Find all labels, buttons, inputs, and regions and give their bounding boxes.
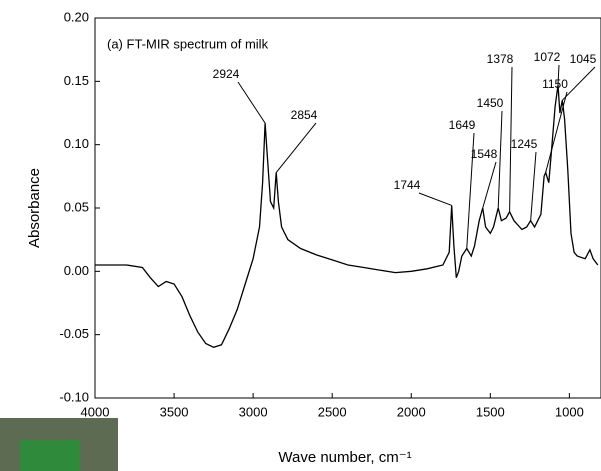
peak-label: 1548 bbox=[471, 147, 498, 161]
peak-label: 1649 bbox=[449, 118, 476, 132]
peak-label: 1450 bbox=[477, 96, 504, 110]
y-tick-label: 0.05 bbox=[64, 199, 89, 214]
x-tick-label: 3500 bbox=[160, 404, 189, 419]
peak-leader bbox=[497, 110, 503, 209]
peak-leader bbox=[545, 91, 568, 173]
x-tick-label: 4000 bbox=[81, 404, 110, 419]
peak-leader bbox=[237, 81, 266, 124]
peak-leader bbox=[466, 132, 475, 249]
x-axis-label: Wave number, cm⁻¹ bbox=[278, 449, 411, 466]
peak-label: 1378 bbox=[487, 52, 514, 66]
x-tick-label: 1000 bbox=[555, 404, 584, 419]
photo-fragment bbox=[20, 440, 80, 471]
peak-leader bbox=[275, 122, 317, 173]
peak-leader bbox=[561, 66, 596, 101]
spectrum-line bbox=[95, 85, 599, 348]
peak-label: 1045 bbox=[570, 52, 597, 66]
y-tick-label: 0.15 bbox=[64, 73, 89, 88]
peak-label: 1744 bbox=[394, 178, 421, 192]
peak-label: 2854 bbox=[291, 108, 318, 122]
y-tick-label: 0.00 bbox=[64, 263, 89, 278]
x-tick-label: 2500 bbox=[318, 404, 347, 419]
peak-leader bbox=[418, 192, 452, 206]
x-tick-label: 1500 bbox=[476, 404, 505, 419]
peak-label: 1072 bbox=[534, 50, 561, 64]
peak-label: 1150 bbox=[542, 77, 568, 91]
plot-frame bbox=[94, 17, 601, 399]
chart-title: (a) FT-MIR spectrum of milk bbox=[107, 36, 269, 51]
peak-leader bbox=[557, 64, 560, 86]
y-tick-label: 0.20 bbox=[64, 9, 89, 24]
y-tick-label: -0.05 bbox=[59, 326, 89, 341]
peak-leader bbox=[509, 66, 513, 212]
y-axis-label: Absorbance bbox=[26, 168, 43, 248]
peak-label: 2924 bbox=[213, 67, 240, 81]
peak-leader bbox=[530, 151, 537, 221]
peak-leader bbox=[482, 161, 497, 209]
peak-label: 1245 bbox=[511, 137, 538, 151]
x-tick-label: 2000 bbox=[397, 404, 426, 419]
y-tick-label: -0.10 bbox=[59, 389, 89, 404]
x-tick-label: 3000 bbox=[239, 404, 268, 419]
y-tick-label: 0.10 bbox=[64, 136, 89, 151]
